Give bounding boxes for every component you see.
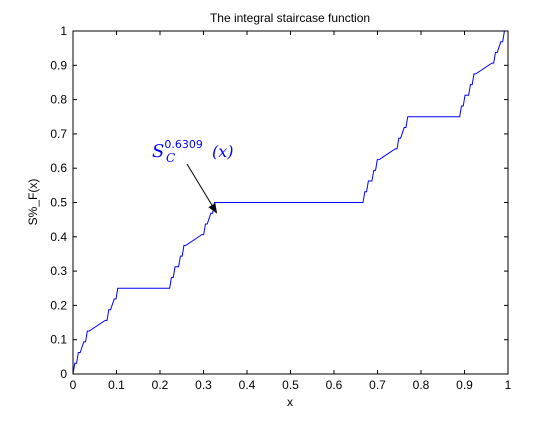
staircase-series-line: [72, 30, 508, 375]
y-tick-label: 0.2: [50, 298, 67, 312]
x-axis-label: x: [287, 395, 293, 409]
plot-frame: [72, 30, 509, 375]
y-tick-label: 0.8: [50, 93, 67, 107]
x-tick-label: 0.8: [413, 378, 430, 392]
annotation-superscript: 0.6309: [164, 138, 203, 151]
x-tick-label: 0.7: [369, 378, 386, 392]
annotation-arrow: [186, 163, 218, 214]
y-tick-label: 0.1: [50, 333, 67, 347]
x-tick-label: 0.3: [195, 378, 212, 392]
x-tick-label: 1: [505, 378, 512, 392]
y-tick-label: 1: [60, 24, 67, 38]
x-tick-label: 0.4: [239, 378, 256, 392]
x-tick-label: 0.6: [326, 378, 343, 392]
x-tick-label: 0.9: [456, 378, 473, 392]
x-tick-label: 0.1: [108, 378, 125, 392]
y-axis-label: S%_F(x): [26, 179, 40, 226]
annotation-label: S0.6309: [152, 138, 203, 162]
chart-title: The integral staircase function: [210, 11, 370, 25]
x-tick-label: 0: [70, 378, 77, 392]
y-tick-label: 0.6: [50, 161, 67, 175]
annotation-suffix: (x): [212, 142, 234, 161]
y-tick-label: 0.3: [50, 264, 67, 278]
y-axis-ticks: 0 0.1 0.2 0.3 0.4 0.5 0.6 0.7 0.8 0.9 1: [50, 24, 508, 381]
annotation: S0.6309 C (x): [152, 138, 234, 214]
annotation-subscript: C: [166, 151, 175, 165]
x-axis-ticks: 0 0.1 0.2 0.3 0.4 0.5 0.6 0.7 0.8 0.9 1: [70, 31, 512, 392]
y-tick-label: 0: [60, 367, 67, 381]
y-tick-label: 0.4: [50, 230, 67, 244]
x-tick-label: 0.5: [282, 378, 299, 392]
y-tick-label: 0.9: [50, 58, 67, 72]
x-tick-label: 0.2: [152, 378, 169, 392]
annotation-base: S: [152, 141, 164, 162]
y-tick-label: 0.5: [50, 196, 67, 210]
y-tick-label: 0.7: [50, 127, 67, 141]
